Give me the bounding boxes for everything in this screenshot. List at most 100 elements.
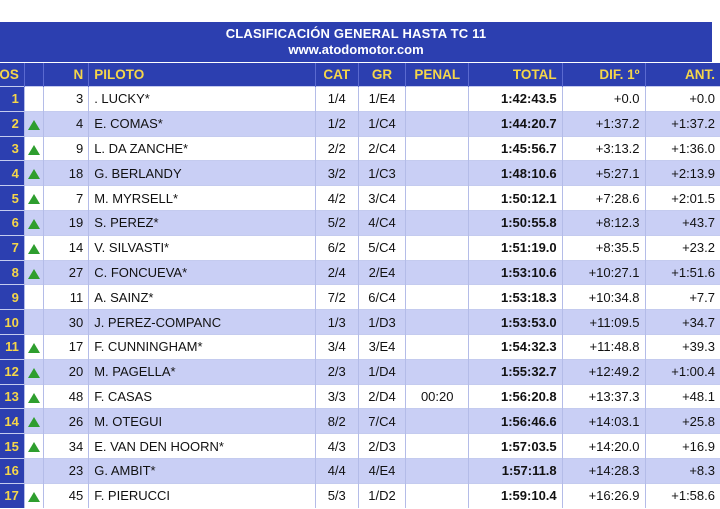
standings-title: CLASIFICACIÓN GENERAL HASTA TC 11 (225, 26, 487, 41)
trend-cell (23, 135, 44, 161)
trend-cell (23, 284, 44, 310)
category-position: 3/2 (314, 160, 359, 186)
table-row[interactable]: 12 20 M. PAGELLA* 2/3 1/D4 1:55:32.7 +12:49.2 +… (0, 358, 720, 385)
penalty (405, 358, 469, 385)
header-dif[interactable]: DIF. 1º (561, 63, 646, 87)
penalty (405, 160, 469, 186)
driver-name: G. BERLANDY (88, 160, 316, 186)
trend-cell (23, 383, 44, 409)
header-gr[interactable]: GR (357, 63, 406, 87)
header-total[interactable]: TOTAL (468, 63, 563, 87)
site-link[interactable]: www.atodomotor.com (288, 42, 424, 57)
gap-to-previous: +48.1 (644, 383, 720, 409)
total-time: 1:56:20.8 (468, 383, 563, 409)
car-number: 9 (43, 135, 89, 161)
table-row[interactable]: 8 27 C. FONCUEVA* 2/4 2/E4 1:53:10.6 +10:27.1 +… (0, 259, 720, 285)
position-cell: 12 (0, 358, 25, 385)
trend-cell (23, 234, 44, 261)
position-up-icon (28, 417, 41, 428)
car-number: 27 (43, 259, 89, 285)
car-number: 14 (43, 234, 89, 261)
car-number: 7 (43, 185, 89, 211)
gap-to-leader: +8:35.5 (561, 234, 646, 261)
category-position: 2/3 (314, 358, 359, 385)
group-position: 1/E4 (357, 86, 406, 112)
penalty (405, 309, 469, 335)
position-cell: 1 (0, 86, 25, 112)
position-cell: 10 (0, 309, 25, 335)
gap-to-leader: +16:26.9 (561, 482, 646, 508)
car-number: 34 (43, 433, 89, 459)
driver-name: M. OTEGUI (88, 408, 316, 434)
car-number: 20 (43, 358, 89, 385)
category-position: 5/3 (314, 482, 359, 508)
table-row[interactable]: 5 7 M. MYRSELL* 4/2 3/C4 1:50:12.1 +7:28.6 +2:0… (0, 185, 720, 211)
gap-to-previous: +1:37.2 (644, 110, 720, 137)
standings-table: OS N PILOTO CAT GR PENAL TOTAL DIF. 1º A… (0, 63, 720, 508)
gap-to-leader: +11:09.5 (561, 309, 646, 335)
penalty (405, 408, 469, 434)
total-time: 1:53:53.0 (468, 309, 563, 335)
total-time: 1:51:19.0 (468, 234, 563, 261)
position-cell: 14 (0, 408, 25, 434)
header-piloto[interactable]: PILOTO (88, 63, 316, 87)
penalty (405, 234, 469, 261)
table-row[interactable]: 6 19 S. PEREZ* 5/2 4/C4 1:50:55.8 +8:12.3 +43.7 (0, 209, 720, 236)
table-row[interactable]: 17 45 F. PIERUCCI 5/3 1/D2 1:59:10.4 +16:26.9 +… (0, 482, 720, 508)
table-row[interactable]: 4 18 G. BERLANDY 3/2 1/C3 1:48:10.6 +5:27.1 +2:… (0, 160, 720, 186)
total-time: 1:57:11.8 (468, 457, 563, 484)
header-penal[interactable]: PENAL (405, 63, 469, 87)
category-position: 3/3 (314, 383, 359, 409)
table-row[interactable]: 15 34 E. VAN DEN HOORN* 4/3 2/D3 1:57:03.5 +14… (0, 433, 720, 459)
category-position: 6/2 (314, 234, 359, 261)
total-time: 1:45:56.7 (468, 135, 563, 161)
trend-cell (23, 457, 44, 484)
position-up-icon (28, 442, 41, 453)
car-number: 30 (43, 309, 89, 335)
driver-name: M. PAGELLA* (88, 358, 316, 385)
trend-cell (23, 433, 44, 459)
gap-to-leader: +8:12.3 (561, 209, 646, 236)
table-row[interactable]: 2 4 E. COMAS* 1/2 1/C4 1:44:20.7 +1:37.2 +1:37.… (0, 110, 720, 137)
driver-name: E. VAN DEN HOORN* (88, 433, 316, 459)
trend-cell (23, 209, 44, 236)
gap-to-leader: +14:20.0 (561, 433, 646, 459)
position-up-icon (28, 218, 41, 229)
penalty (405, 110, 469, 137)
position-up-icon (28, 243, 41, 254)
header-ant[interactable]: ANT. (644, 63, 720, 87)
gap-to-leader: +7:28.6 (561, 185, 646, 211)
gap-to-leader: +1:37.2 (561, 110, 646, 137)
table-row[interactable]: 11 17 F. CUNNINGHAM* 3/4 3/E4 1:54:32.3 +11:48… (0, 333, 720, 360)
penalty (405, 86, 469, 112)
table-row[interactable]: 13 48 F. CASAS 3/3 2/D4 00:20 1:56:20.8 +13:37.… (0, 383, 720, 409)
category-position: 5/2 (314, 209, 359, 236)
gap-to-leader: +0.0 (561, 86, 646, 112)
driver-name: F. CASAS (88, 383, 316, 409)
group-position: 3/E4 (357, 333, 406, 360)
gap-to-previous: +39.3 (644, 333, 720, 360)
position-cell: 6 (0, 209, 25, 236)
gap-to-leader: +5:27.1 (561, 160, 646, 186)
table-row[interactable]: 14 26 M. OTEGUI 8/2 7/C4 1:56:46.6 +14:03.1 +25… (0, 408, 720, 434)
header-pos[interactable]: OS (0, 63, 25, 87)
table-row[interactable]: 10 30 J. PEREZ-COMPANC 1/3 1/D3 1:53:53.0 +11:… (0, 309, 720, 335)
gap-to-previous: +16.9 (644, 433, 720, 459)
table-row[interactable]: 9 11 A. SAINZ* 7/2 6/C4 1:53:18.3 +10:34.8 +7.7 (0, 284, 720, 310)
trend-cell (23, 358, 44, 385)
total-time: 1:44:20.7 (468, 110, 563, 137)
table-row[interactable]: 7 14 V. SILVASTI* 6/2 5/C4 1:51:19.0 +8:35.5 +2… (0, 234, 720, 261)
car-number: 4 (43, 110, 89, 137)
table-row[interactable]: 3 9 L. DA ZANCHE* 2/2 2/C4 1:45:56.7 +3:13.2 +1… (0, 135, 720, 161)
gap-to-leader: +10:34.8 (561, 284, 646, 310)
category-position: 8/2 (314, 408, 359, 434)
gap-to-leader: +14:03.1 (561, 408, 646, 434)
header-n[interactable]: N (43, 63, 89, 87)
table-row[interactable]: 16 23 G. AMBIT* 4/4 4/E4 1:57:11.8 +14:28.3 +8.… (0, 457, 720, 484)
gap-to-previous: +8.3 (644, 457, 720, 484)
trend-cell (23, 482, 44, 508)
group-position: 1/D3 (357, 309, 406, 335)
header-cat[interactable]: CAT (314, 63, 359, 87)
penalty (405, 457, 469, 484)
